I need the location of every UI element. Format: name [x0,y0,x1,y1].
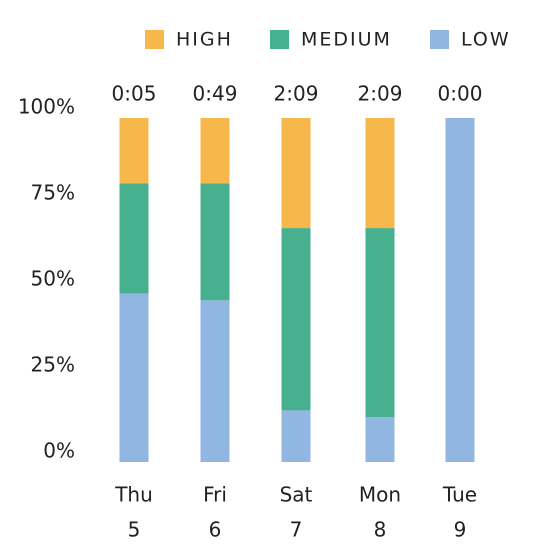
bar-segment [365,228,395,418]
bar-segment [119,118,149,184]
legend-swatch [270,30,289,49]
x-tick-date: 7 [290,518,303,542]
x-tick-label: Sat [280,483,313,507]
y-tick-label: 50% [31,267,75,291]
bar-segment [281,410,311,462]
bar-segment [200,183,230,301]
bar-segment [200,300,230,462]
bar-segment [119,293,149,462]
x-tick-label: Tue [442,483,477,507]
bar-segment [445,118,475,462]
legend-swatch [145,30,164,49]
legend-label: LOW [461,29,511,51]
x-tick-label: Thu [114,483,153,507]
y-tick-label: 0% [43,439,75,463]
bar-segment [365,417,395,462]
y-tick-label: 100% [18,95,75,119]
total-label: 0:00 [438,82,483,106]
total-label: 2:09 [358,82,403,106]
x-tick-label: Fri [203,483,227,507]
x-tick-date: 8 [374,518,387,542]
bar-segment [281,118,311,229]
y-tick-label: 75% [31,181,75,205]
legend-label: MEDIUM [301,29,392,51]
x-tick-date: 6 [209,518,222,542]
x-tick-label: Mon [359,483,401,507]
x-tick-date: 5 [128,518,141,542]
total-label: 0:49 [193,82,238,106]
bar-segment [281,228,311,411]
y-tick-label: 25% [31,353,75,377]
total-label: 2:09 [274,82,319,106]
bar-segment [365,118,395,229]
legend-swatch [430,30,449,49]
total-label: 0:05 [112,82,157,106]
bar-segment [119,183,149,294]
legend-label: HIGH [176,29,233,51]
bar-segment [200,118,230,184]
x-tick-date: 9 [454,518,467,542]
